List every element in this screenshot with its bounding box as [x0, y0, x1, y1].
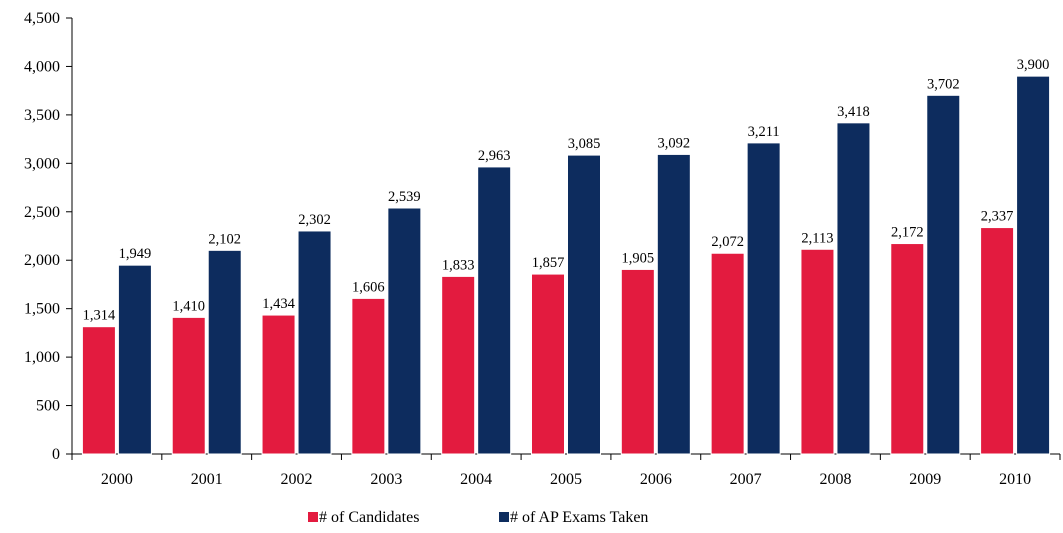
legend-swatch-0	[308, 512, 318, 522]
legend-swatch-1	[499, 512, 509, 522]
ap-exams-label-2006: 3,092	[658, 135, 691, 151]
candidates-bar-2007	[710, 252, 745, 455]
ap-exams-label-2000: 1,949	[119, 246, 152, 262]
x-tick-label: 2005	[550, 471, 582, 488]
candidates-label-2003: 1,606	[352, 279, 385, 295]
ap-exams-bar-2008	[836, 122, 871, 455]
ap-exams-label-2008: 3,418	[837, 104, 870, 120]
y-tick-label: 3,500	[24, 107, 60, 124]
x-tick-label: 2004	[460, 471, 492, 488]
candidates-label-2001: 1,410	[172, 298, 205, 314]
candidates-bar-2000	[81, 326, 116, 455]
ap-exams-label-2003: 2,539	[388, 189, 421, 205]
candidates-label-2005: 1,857	[532, 255, 565, 271]
ap-exams-label-2002: 2,302	[298, 212, 331, 228]
candidates-label-2000: 1,314	[83, 308, 116, 324]
x-tick-label: 2002	[281, 471, 313, 488]
y-tick-label: 0	[52, 446, 60, 463]
candidates-bar-2001	[171, 316, 206, 455]
ap-exams-bar-2004	[477, 166, 512, 455]
y-tick-label: 4,000	[24, 58, 60, 75]
candidates-bar-2004	[441, 275, 476, 455]
ap-exams-bar-2006	[656, 153, 691, 455]
ap-exams-label-2009: 3,702	[927, 76, 960, 92]
legend-label-1: # of AP Exams Taken	[510, 509, 648, 526]
y-tick-label: 3,000	[24, 155, 60, 172]
y-axis: 0 500 1,000 1,500 2,000 2,500 3,000 3,500 4,000 4…	[24, 10, 73, 463]
ap-exams-bar-2001	[207, 249, 242, 455]
y-tick-label: 2,000	[24, 252, 60, 269]
ap-exams-label-2010: 3,900	[1017, 57, 1050, 73]
candidates-label-2002: 1,434	[262, 296, 295, 312]
candidates-label-2010: 2,337	[981, 209, 1014, 225]
candidates-label-2009: 2,172	[891, 225, 924, 241]
candidates-label-2004: 1,833	[442, 257, 475, 273]
x-tick-label: 2009	[909, 471, 941, 488]
ap-exams-bar-2002	[297, 230, 332, 455]
x-axis: 2000 2001 2002 2003 2004 2005 2006 2007 2008 2009…	[71, 453, 1061, 488]
candidates-label-2008: 2,113	[801, 230, 833, 246]
candidates-bar-2006	[620, 268, 655, 455]
legend: # of Candidates # of AP Exams Taken	[308, 509, 648, 526]
y-tick-label: 4,500	[24, 10, 60, 27]
y-tick-label: 2,500	[24, 204, 60, 221]
candidates-bar-2008	[800, 248, 835, 455]
ap-exams-label-2005: 3,085	[568, 136, 601, 152]
ap-exams-bar-2000	[117, 264, 152, 455]
x-tick-label: 2008	[819, 471, 851, 488]
ap-exams-bar-2005	[567, 154, 601, 455]
candidates-bar-2003	[351, 297, 386, 455]
ap-exams-bar-2009	[926, 94, 961, 455]
ap-exams-bar-2003	[387, 207, 422, 455]
ap-exams-bar-2007	[746, 142, 781, 455]
candidates-bar-2002	[261, 314, 296, 455]
ap-exams-label-2001: 2,102	[208, 231, 241, 247]
x-tick-label: 2007	[730, 471, 762, 488]
ap-exams-label-2004: 2,963	[478, 148, 511, 164]
x-tick-label: 2000	[101, 471, 133, 488]
data-labels: 1,314 1,949 1,410 2,102 1,434 2,302 1,606 2,539…	[83, 57, 1050, 324]
y-tick-label: 1,500	[24, 301, 60, 318]
candidates-label-2006: 1,905	[622, 250, 655, 266]
ap-exams-bar-2010	[1016, 75, 1051, 455]
candidates-bar-2009	[890, 243, 925, 455]
legend-label-0: # of Candidates	[319, 509, 419, 526]
candidates-bar-2005	[531, 273, 565, 455]
y-tick-label: 1,000	[24, 349, 60, 366]
y-tick-label: 500	[36, 398, 60, 415]
bars	[81, 75, 1051, 455]
x-tick-label: 2006	[640, 471, 672, 488]
x-tick-label: 2003	[370, 471, 402, 488]
ap-exams-label-2007: 3,211	[748, 124, 780, 140]
x-tick-label: 2010	[999, 471, 1031, 488]
candidates-label-2007: 2,072	[711, 234, 744, 250]
candidates-bar-2010	[980, 227, 1015, 455]
x-tick-label: 2001	[191, 471, 223, 488]
